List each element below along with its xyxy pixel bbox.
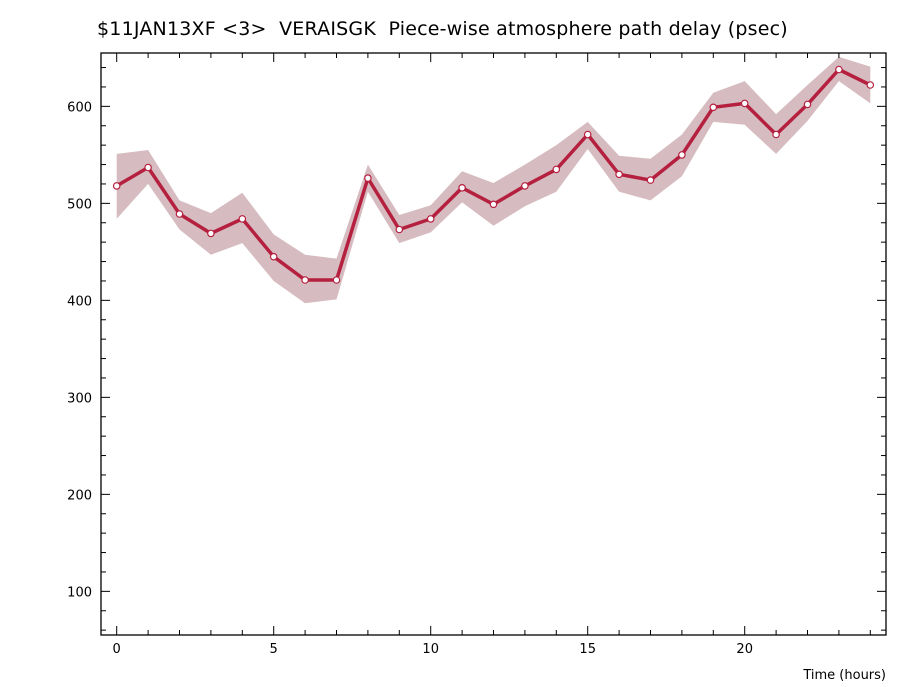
data-point xyxy=(521,182,529,190)
data-point xyxy=(112,182,121,190)
y-tick-label: 100 xyxy=(67,585,92,600)
y-tick-label: 600 xyxy=(67,100,92,115)
axis-ticks xyxy=(101,53,886,635)
data-point xyxy=(238,215,247,223)
data-point xyxy=(835,65,843,74)
x-axis-title: Time (hours) xyxy=(802,668,886,683)
data-point xyxy=(144,163,152,172)
data-points-layer xyxy=(112,65,875,284)
data-point xyxy=(364,174,372,182)
x-tick-label: 10 xyxy=(422,642,439,657)
y-tick-label: 200 xyxy=(67,488,92,503)
data-point xyxy=(458,184,466,192)
data-point xyxy=(395,225,404,234)
data-point xyxy=(678,151,686,159)
data-point xyxy=(646,176,655,184)
x-tick-label: 0 xyxy=(113,642,121,657)
data-point xyxy=(866,81,875,89)
data-point xyxy=(583,130,592,139)
data-point xyxy=(301,276,309,284)
data-point xyxy=(552,165,561,174)
data-point xyxy=(803,100,812,109)
x-tick-label: 5 xyxy=(270,642,278,657)
data-point xyxy=(740,99,749,108)
tick-labels: 0 5 10 15 20 100 200 300 400 500 600 xyxy=(67,100,753,657)
data-point xyxy=(426,215,435,223)
data-point xyxy=(175,210,184,218)
y-tick-label: 500 xyxy=(67,197,92,212)
x-tick-label: 15 xyxy=(579,642,596,657)
data-point xyxy=(332,276,341,284)
error-band-layer xyxy=(116,56,871,304)
error-band xyxy=(116,56,871,304)
data-point xyxy=(772,130,780,139)
chart-title: $11JAN13XF <3> VERAISGK Piece-wise atmos… xyxy=(97,18,788,40)
y-tick-label: 400 xyxy=(67,294,92,309)
data-point xyxy=(709,103,718,112)
x-tick-label: 20 xyxy=(736,642,753,657)
data-point xyxy=(615,170,623,179)
data-point xyxy=(269,252,278,261)
data-point xyxy=(207,229,215,238)
y-tick-label: 300 xyxy=(67,391,92,406)
data-point xyxy=(489,200,498,209)
